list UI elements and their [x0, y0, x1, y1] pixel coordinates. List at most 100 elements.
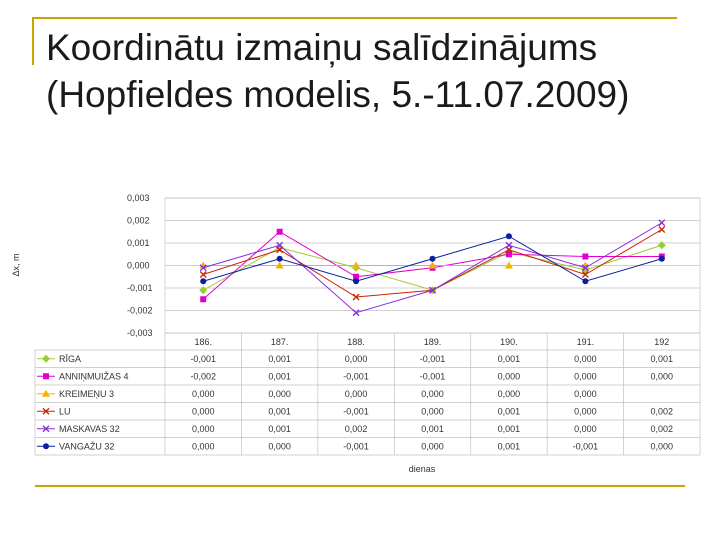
table-cell-value: 0,000 [651, 441, 674, 451]
data-point [200, 278, 207, 285]
table-cell-value: 0,000 [192, 406, 215, 416]
data-point [581, 264, 589, 272]
y-tick-label: -0,002 [127, 306, 153, 316]
x-tick-label: 186. [194, 337, 212, 347]
slide-title-line2: (Hopfieldes modelis, 5.-11.07.2009) [46, 74, 630, 115]
data-point [657, 241, 666, 250]
data-point [429, 286, 436, 294]
data-point [276, 241, 284, 249]
table-cell-value: -0,001 [190, 354, 216, 364]
table-cell-value: 0,001 [268, 406, 291, 416]
data-point [276, 255, 283, 262]
y-tick-label: 0,003 [127, 193, 150, 203]
table-cell-value: 0,000 [574, 406, 597, 416]
legend-marker [42, 354, 50, 363]
data-point [199, 264, 207, 272]
y-tick-label: -0,001 [127, 283, 153, 293]
y-tick-label: 0,002 [127, 216, 150, 226]
table-cell-value: 0,000 [498, 371, 521, 381]
table-cell-value: -0,002 [190, 371, 216, 381]
data-point [658, 219, 666, 227]
x-tick-label: 188. [347, 337, 365, 347]
y-axis-label: Δx, m [11, 253, 21, 276]
data-point [658, 226, 666, 233]
y-tick-label: 0,001 [127, 238, 150, 248]
table-cell-value: 0,001 [651, 354, 674, 364]
table-cell-value: 0,002 [651, 406, 674, 416]
data-point [582, 253, 589, 260]
y-tick-label: -0,003 [127, 328, 153, 338]
data-point [352, 261, 361, 269]
table-cell-value: 0,000 [421, 389, 444, 399]
title-rule-top [32, 17, 677, 19]
footer-rule [35, 485, 685, 487]
table-cell-value: -0,001 [343, 441, 369, 451]
legend-label: MASKAVAS 32 [59, 424, 120, 434]
table-cell-value: 0,001 [498, 441, 521, 451]
slide-title-line1: Koordinātu izmaiņu salīdzinājums [46, 27, 598, 68]
legend-label: RĪGA [59, 354, 81, 364]
table-cell-value: 0,000 [192, 424, 215, 434]
data-point [200, 296, 207, 303]
legend-marker [43, 443, 49, 450]
data-point [581, 271, 589, 278]
table-cell-value: 0,001 [268, 354, 291, 364]
table-cell-value: 0,000 [268, 389, 291, 399]
table-cell-value: -0,001 [343, 371, 369, 381]
table-cell-value: 0,000 [574, 354, 597, 364]
table-cell-value: 0,000 [345, 354, 368, 364]
data-point [505, 233, 512, 240]
table-cell-value: -0,001 [343, 406, 369, 416]
legend-marker [42, 407, 50, 415]
table-cell-value: 0,001 [421, 424, 444, 434]
table-cell-value: 0,000 [192, 389, 215, 399]
legend-label: ANNIŅMUIŽAS 4 [59, 371, 129, 381]
data-point [276, 228, 283, 235]
legend-marker [42, 389, 50, 397]
table-cell-value: -0,001 [420, 371, 446, 381]
legend-marker [42, 425, 50, 433]
x-tick-label: 189. [424, 337, 442, 347]
data-point [352, 309, 360, 317]
table-cell-value: 0,000 [421, 441, 444, 451]
data-point [582, 278, 589, 285]
data-point [199, 286, 208, 295]
table-cell-value: -0,001 [420, 354, 446, 364]
x-tick-label: 192 [654, 337, 669, 347]
table-cell-value: 0,001 [268, 424, 291, 434]
y-tick-label: 0,000 [127, 261, 150, 271]
data-point [505, 251, 512, 258]
table-cell-value: 0,002 [651, 424, 674, 434]
x-tick-label: 190. [500, 337, 518, 347]
table-cell-value: 0,000 [498, 389, 521, 399]
data-point [353, 278, 360, 285]
data-point [353, 273, 360, 280]
table-cell-value: 0,001 [498, 406, 521, 416]
table-cell-value: 0,000 [574, 424, 597, 434]
data-point [352, 293, 360, 301]
data-point [504, 261, 513, 269]
table-cell-value: -0,001 [573, 441, 599, 451]
legend-label: LU [59, 406, 71, 416]
table-cell-value: 0,000 [345, 389, 368, 399]
table-cell-value: 0,000 [268, 441, 291, 451]
slide-title: Koordinātu izmaiņu salīdzinājums (Hopfie… [46, 24, 706, 118]
data-point [428, 261, 437, 269]
table-cell-value: 0,001 [268, 371, 291, 381]
table-cell-value: 0,000 [192, 441, 215, 451]
table-cell-value: 0,002 [345, 424, 368, 434]
table-cell-value: 0,000 [574, 389, 597, 399]
x-tick-label: 187. [271, 337, 289, 347]
legend-label: KREIMEŅU 3 [59, 389, 114, 399]
table-cell-value: 0,000 [651, 371, 674, 381]
title-rule-left [32, 17, 34, 65]
data-point [505, 241, 513, 249]
x-tick-label: 191. [577, 337, 595, 347]
x-axis-label: dienas [409, 464, 436, 474]
data-point [658, 255, 665, 262]
data-point [199, 271, 207, 278]
legend-marker [43, 373, 49, 380]
table-cell-value: 0,001 [498, 424, 521, 434]
table-cell-value: 0,000 [421, 406, 444, 416]
